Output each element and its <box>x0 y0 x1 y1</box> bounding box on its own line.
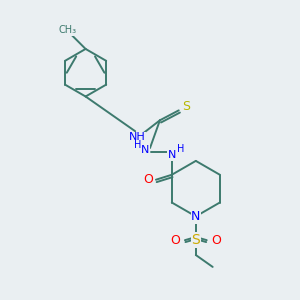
Text: H: H <box>134 140 142 150</box>
Text: H: H <box>177 144 184 154</box>
Text: N: N <box>168 150 176 160</box>
Text: O: O <box>170 234 180 247</box>
Text: O: O <box>143 173 153 186</box>
Text: N: N <box>141 145 149 155</box>
Text: S: S <box>191 233 200 247</box>
Text: O: O <box>212 234 222 247</box>
Text: NH: NH <box>129 132 146 142</box>
Text: N: N <box>191 210 200 223</box>
Text: CH₃: CH₃ <box>59 25 77 35</box>
Text: S: S <box>182 100 190 113</box>
